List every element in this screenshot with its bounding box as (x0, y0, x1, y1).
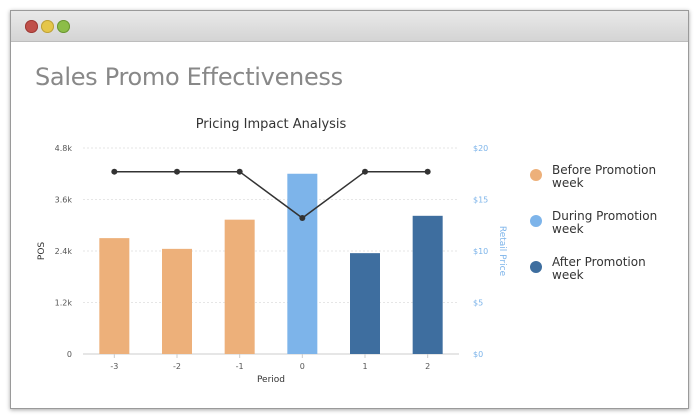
retail-price-point (362, 168, 368, 175)
legend-label-before: Before Promotion week (552, 163, 657, 190)
y2-tick-label: $0 (473, 350, 483, 359)
bar-period-1 (350, 253, 380, 354)
x-tick-label: 0 (300, 362, 305, 371)
retail-price-point (236, 168, 243, 175)
legend-item-before[interactable]: Before Promotion week (526, 161, 676, 207)
y-tick-label: 2.4k (55, 247, 73, 256)
y2-tick-label: $20 (473, 144, 488, 153)
y-tick-label: 3.6k (55, 196, 73, 205)
x-tick-label: 2 (425, 362, 430, 371)
x-tick-label: -1 (236, 362, 244, 371)
chart-legend: Before Promotion week During Promotion wee… (526, 161, 676, 299)
x-axis-title: Period (257, 375, 285, 385)
retail-price-point (174, 168, 180, 175)
x-tick-label: -3 (110, 362, 118, 371)
legend-marker-during (530, 215, 542, 227)
bar-period-minus3 (99, 238, 130, 354)
y-tick-label: 4.8k (55, 144, 73, 153)
app-window: Sales Promo Effectiveness Pricing Impact… (10, 10, 689, 409)
y2-tick-label: $10 (473, 247, 488, 256)
y2-tick-label: $15 (473, 196, 488, 205)
bar-period-minus2 (162, 248, 192, 354)
bar-period-0 (287, 173, 318, 354)
y-tick-label: 1.2k (55, 299, 73, 308)
y2-axis-title: Retail Price (497, 226, 507, 277)
legend-marker-after (530, 261, 542, 273)
bar-period-2 (412, 215, 443, 354)
legend-label-during: During Promotion week (552, 209, 658, 236)
page-title: Sales Promo Effectiveness (35, 63, 343, 91)
y-tick-label: 0 (67, 350, 72, 359)
legend-item-during[interactable]: During Promotion week (526, 207, 676, 253)
x-tick-label: -2 (173, 362, 181, 371)
y-axis-title: POS (37, 242, 47, 261)
legend-marker-before (530, 169, 542, 181)
legend-label-after: After Promotion week (552, 255, 646, 282)
title-bar (11, 11, 688, 42)
close-window-button[interactable] (25, 20, 38, 33)
retail-price-point (299, 215, 306, 222)
legend-item-after[interactable]: After Promotion week (526, 253, 676, 299)
retail-price-point (111, 168, 118, 175)
x-tick-label: 1 (362, 362, 367, 371)
maximize-window-button[interactable] (57, 20, 70, 33)
pricing-impact-chart: Pricing Impact Analysis 0 1.2k 2.4k 3.6k 4.8k… (37, 117, 507, 385)
y2-tick-label: $5 (473, 299, 483, 308)
minimize-window-button[interactable] (41, 20, 54, 33)
bar-period-minus1 (224, 219, 255, 354)
retail-price-line (114, 170, 428, 219)
chart-title: Pricing Impact Analysis (196, 117, 347, 132)
retail-price-point (424, 168, 431, 175)
